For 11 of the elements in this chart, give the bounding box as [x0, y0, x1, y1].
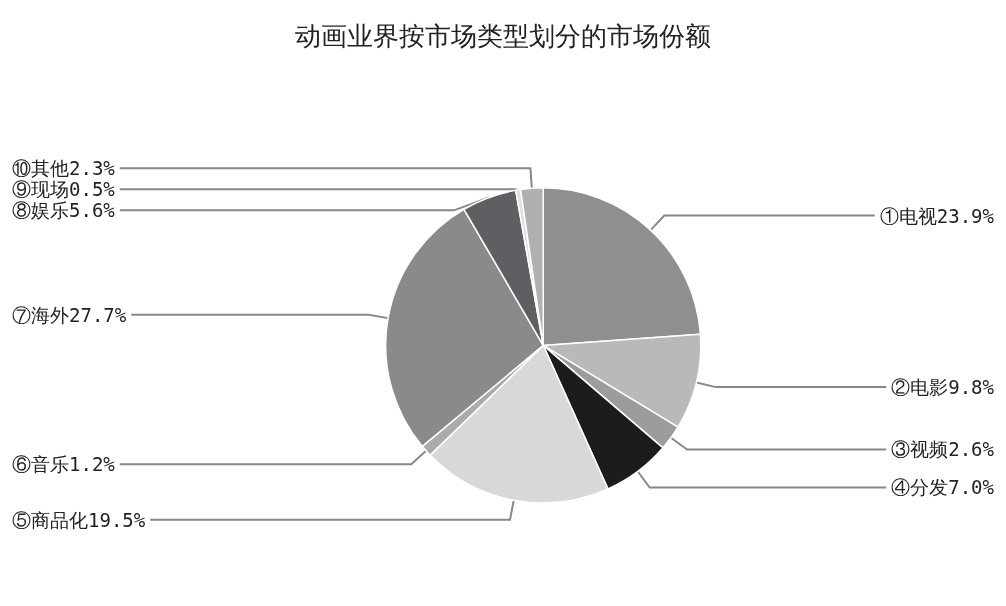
slice-label: ②电影9.8% [891, 376, 995, 399]
slice-label: ⑤商品化19.5% [12, 508, 146, 531]
slice-label: ⑦海外27.7% [12, 303, 127, 326]
chart-title: 动画业界按市场类型划分的市场份额 [295, 21, 711, 51]
slice-label: ④分发7.0% [891, 476, 995, 499]
slice-label: ⑨现场0.5% [12, 178, 116, 201]
slice-label: ③视频2.6% [891, 438, 995, 461]
slice-label: ⑥音乐1.2% [12, 453, 116, 476]
slice-label: ⑩其他2.3% [12, 157, 116, 180]
slice-label: ⑧娱乐5.6% [12, 199, 116, 222]
slice-label: ①电视23.9% [879, 204, 995, 227]
